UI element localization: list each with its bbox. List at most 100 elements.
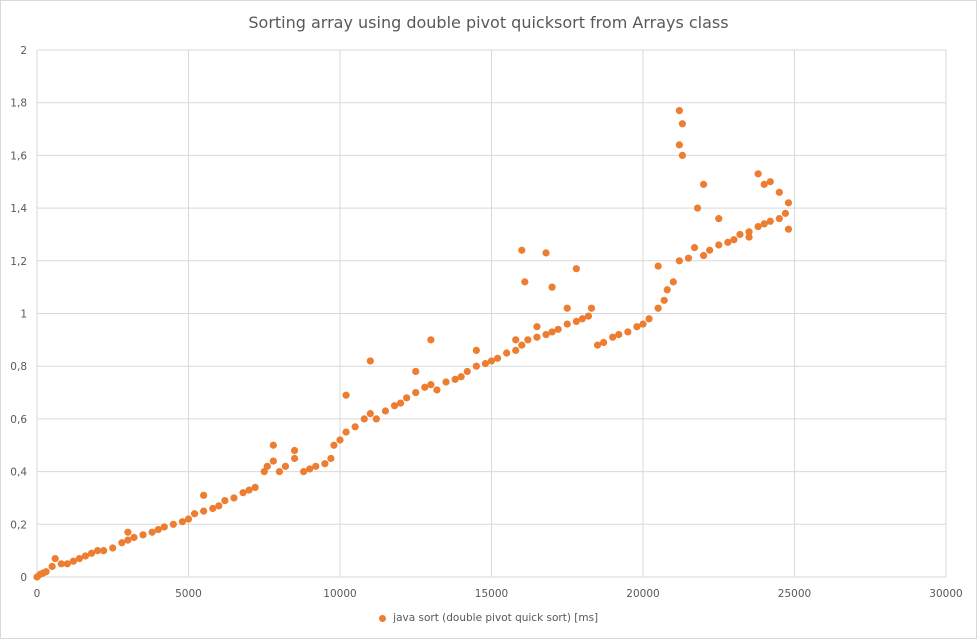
data-point (51, 554, 59, 563)
data-point (542, 330, 550, 339)
data-point (593, 341, 602, 349)
data-point (130, 533, 138, 542)
x-tick-label: 15000 (475, 588, 508, 600)
y-tick-label: 0,4 (10, 467, 27, 479)
data-point (760, 220, 768, 228)
y-tick-label: 1,6 (10, 150, 27, 162)
data-point (263, 462, 271, 470)
data-point (754, 222, 762, 231)
data-point (75, 554, 84, 563)
data-point (624, 328, 632, 336)
data-point (518, 246, 526, 254)
data-point (397, 399, 405, 407)
data-point (351, 423, 359, 431)
data-point (290, 446, 299, 455)
data-point (239, 489, 247, 497)
data-point (609, 333, 617, 341)
data-point (754, 170, 762, 178)
data-point (442, 378, 450, 386)
data-point (403, 394, 411, 402)
data-point (169, 520, 177, 528)
data-point (639, 320, 647, 328)
data-point (336, 436, 344, 444)
data-point (190, 510, 199, 518)
data-point (472, 362, 480, 370)
data-point (542, 249, 550, 257)
x-tick-label: 0 (34, 588, 41, 600)
data-point (781, 209, 790, 217)
data-point (381, 407, 390, 415)
data-point (421, 383, 429, 391)
data-point (784, 225, 793, 233)
legend-label: java sort (double pivot quick sort) [ms] (393, 612, 599, 624)
data-point (360, 415, 368, 423)
data-point (503, 349, 511, 357)
data-point (451, 375, 459, 383)
data-point (663, 286, 671, 294)
data-point (221, 496, 229, 505)
data-point (463, 367, 471, 376)
data-point (178, 518, 187, 526)
data-point (200, 507, 208, 515)
data-point (481, 359, 490, 368)
data-point (572, 265, 580, 273)
data-point (715, 215, 723, 223)
data-point (300, 468, 308, 476)
data-point (327, 454, 335, 463)
data-point (521, 278, 529, 286)
data-points (33, 107, 793, 581)
data-point (706, 246, 714, 254)
data-point (200, 491, 208, 499)
data-point (766, 217, 774, 225)
data-point (675, 257, 683, 265)
y-tick-label: 1,4 (10, 203, 27, 215)
data-point (693, 204, 702, 212)
data-point (675, 141, 683, 149)
data-point (118, 539, 126, 547)
data-point (57, 560, 65, 568)
data-point (572, 317, 580, 326)
data-point (533, 333, 541, 341)
data-point (678, 151, 686, 159)
data-point (584, 312, 593, 320)
data-point (275, 468, 283, 476)
data-point (312, 462, 320, 470)
y-tick-label: 0,6 (10, 414, 27, 426)
data-point (736, 230, 744, 239)
data-point (48, 562, 56, 571)
data-point (184, 515, 193, 523)
data-point (124, 528, 132, 536)
scatter-plot: 0 0,2 0,4 0,6 0,8 1 1,2 1,4 1,6 1,8 2 0 5000 10000 15… (10, 45, 963, 600)
data-point (260, 468, 268, 476)
data-point (554, 325, 562, 333)
data-point (290, 454, 299, 463)
data-point (306, 465, 314, 473)
data-point (230, 494, 238, 502)
data-point (700, 251, 708, 260)
data-point (457, 373, 465, 381)
data-point (269, 441, 277, 449)
data-point (487, 357, 496, 365)
data-point (472, 346, 480, 354)
y-tick-label: 1,8 (10, 98, 27, 110)
data-point (160, 523, 168, 531)
data-point (678, 120, 686, 128)
data-point (784, 199, 793, 207)
x-axis-ticks: 0 5000 10000 15000 20000 25000 30000 (34, 588, 963, 600)
data-point (63, 560, 71, 568)
data-point (42, 568, 50, 576)
data-point (684, 254, 693, 262)
data-point (660, 296, 668, 304)
data-point (775, 188, 783, 196)
y-tick-label: 1,2 (10, 256, 27, 268)
data-point (330, 441, 338, 449)
legend: java sort (double pivot quick sort) [ms] (1, 612, 976, 624)
chart-title: Sorting array using double pivot quickso… (248, 13, 729, 32)
x-tick-label: 20000 (626, 588, 659, 600)
data-point (563, 304, 571, 312)
data-point (69, 557, 77, 565)
data-point (615, 330, 623, 339)
data-point (139, 531, 147, 539)
data-point (715, 241, 723, 249)
